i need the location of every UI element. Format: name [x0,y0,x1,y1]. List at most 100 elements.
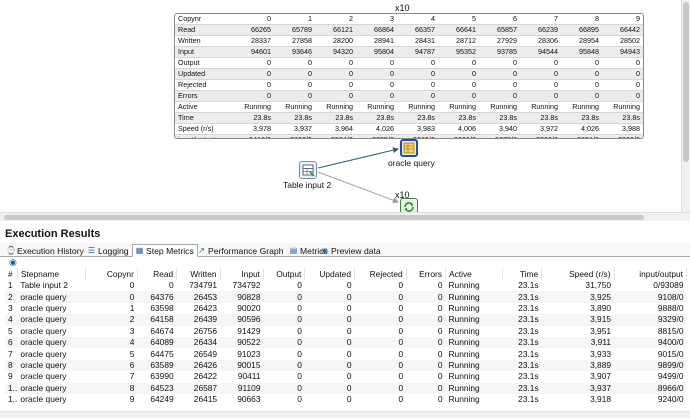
tab-preview-data[interactable]: ◉ Preview data [317,244,385,257]
tab-step-metrics[interactable]: ▦ Step Metrics [132,244,198,257]
table-cell: 0 [346,348,352,359]
table-row[interactable]: 1.. oracle query 9 64249 26415 90663 0 0 0 0 Runni… [5,394,687,405]
popup-cell: 23.8s [397,112,438,124]
column-header[interactable]: Time [502,268,543,280]
tab-execution-history[interactable]: ⌚ Execution History [3,244,88,257]
table-cell: 0 [437,394,443,405]
table-cell: oracle query [20,371,67,382]
table-cell: 23.1s [518,325,539,336]
table-cell: 0 [304,359,355,372]
column-header[interactable]: Updated [304,268,355,280]
table-cell: 0 [437,348,443,359]
canvas-horizontal-scroll-thumb[interactable] [4,215,644,220]
table-row[interactable]: 9 oracle query 7 63990 26422 90411 0 0 0 0 Running… [5,371,687,382]
canvas-vertical-scrollbar[interactable] [681,0,690,212]
table-row[interactable]: 2 oracle query 0 64376 26453 90828 0 0 0 0 Running… [5,291,687,303]
results-horizontal-scrollbar[interactable] [0,411,690,418]
popup-cell: 66442 [602,24,643,36]
canvas-horizontal-scrollbar[interactable] [0,212,690,221]
column-header[interactable]: Input [220,268,265,280]
popup-cell: 23.8s [356,112,397,124]
popup-copy-header: 4 [397,14,438,25]
popup-row: Errors 0 0 0 0 0 0 0 0 0 0 [175,90,643,102]
popup-cell: 0 [315,68,356,80]
popup-cell: 28431 [397,35,438,47]
table-input-icon[interactable] [299,161,317,179]
popup-row-label: Rejected [175,79,233,91]
metrics-icon: ▤ [289,246,298,255]
column-header[interactable]: Read [137,268,178,280]
table-row[interactable]: 1 Table input 2 0 0 734791 734792 0 0 0 0 Running 2… [5,280,687,291]
popup-row-label: Input [175,46,233,58]
column-header[interactable]: input/output [614,268,688,280]
column-header[interactable]: # [5,268,18,280]
oracle-query-icon[interactable] [400,139,418,157]
table-cell: 9899/0 [614,359,687,372]
popup-cell: Running [315,101,356,113]
tab-logging[interactable]: ☰ Logging [84,244,133,257]
table-cell: 0 [398,280,404,291]
popup-cell: 28941 [356,35,397,47]
table-cell: 0 [354,382,407,394]
table-cell: 1.. [8,394,18,405]
popup-cell: 0 [233,57,274,69]
tab-label: Performance Graph [208,245,284,256]
step-metrics-popup: Copynr 0 1 2 3 4 5 6 7 8 9 Read 66265 65789 66121 66864… [174,13,644,139]
table-cell: 63589 [137,359,177,372]
table-cell: 0 [168,280,174,291]
table-row[interactable]: 3 oracle query 1 63598 26423 90020 0 0 0 0 Running… [5,303,687,314]
canvas-vertical-scroll-thumb[interactable] [683,2,689,162]
tab-metrics[interactable]: ▤ Metrics [286,244,332,257]
popup-cell: Running [233,101,274,113]
table-row[interactable]: 4 oracle query 2 64158 26439 90596 0 0 0 0 Running… [5,314,687,326]
show-all-eye-icon[interactable]: ◉ [9,257,17,267]
table-row[interactable]: 1.. oracle query 8 64523 26587 91109 0 0 0 0 Runni… [5,382,687,394]
table-input-label: Table input 2 [283,180,332,190]
tab-label: Logging [98,245,129,256]
popup-cell: 3,988 [602,123,643,135]
popup-cell: 0 [520,68,561,80]
column-header[interactable]: Stepname [17,268,87,280]
table-cell: 26549 [193,348,218,359]
popup-cell: Running [356,101,397,113]
step-metrics-grid: # Stepname Copynr Read Written Input Output Upd… [5,268,688,414]
table-cell: 23.1s [518,348,539,359]
table-row[interactable]: 7 oracle query 5 64475 26549 91023 0 0 0 0 Running… [5,348,687,359]
table-cell: 31,750 [585,280,612,291]
column-header[interactable]: Copynr [85,268,138,280]
hop-to-oracle-query[interactable] [317,147,399,169]
popup-cell: Running [274,101,315,113]
table-cell: 3,918 [590,394,612,405]
column-header[interactable]: Output [263,268,306,280]
column-header[interactable]: Rejected [354,268,407,280]
table-cell: 64475 [150,348,174,359]
table-cell: 3,937 [541,382,615,394]
popup-cell: 94544 [520,46,561,58]
column-header[interactable]: Errors [406,268,446,280]
column-header[interactable]: Speed (r/s) [541,268,615,280]
tab-performance-graph[interactable]: ↗ Performance Graph [194,244,287,257]
table-row[interactable]: 6 oracle query 4 64089 26434 90522 0 0 0 0 Running… [5,336,687,349]
table-cell: 26426 [176,359,221,372]
table-cell: 23.1s [518,371,539,382]
refresh-step-icon[interactable] [400,198,418,212]
table-cell: 0 [398,371,404,382]
table-cell: 26422 [193,371,218,382]
table-cell: oracle query [17,336,86,349]
table-cell: 0 [437,302,443,313]
table-row[interactable]: 5 oracle query 3 64674 26756 91429 0 0 0 0 Running… [5,326,687,337]
transformation-canvas[interactable]: x10 Copynr 0 1 2 3 4 5 6 7 8 9 Read 66265 65789 66121 6… [0,0,690,212]
popup-row: Rejected 0 0 0 0 0 0 0 0 0 0 [175,79,643,91]
column-header[interactable]: Active [445,268,503,280]
table-cell: 3,915 [541,314,615,326]
table-cell: 91109 [220,382,264,394]
table-cell: 9240/0 [657,394,684,405]
table-row[interactable]: 8 oracle query 6 63589 26426 90015 0 0 0 0 Running… [5,359,687,372]
popup-cell: 3,978 [233,123,274,135]
table-cell: oracle query [20,394,67,405]
popup-cell: 0 [233,68,274,80]
popup-cell: 9309/0 [602,134,643,138]
column-header[interactable]: Written [176,268,221,280]
table-cell: 0 [354,359,407,372]
table-cell: 0 [398,302,404,313]
